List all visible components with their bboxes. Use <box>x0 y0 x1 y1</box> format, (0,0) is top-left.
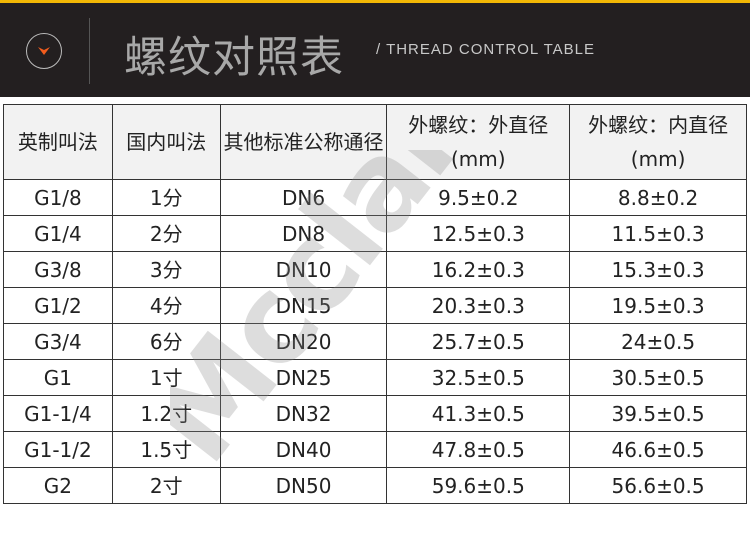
table-cell: 3分 <box>111 251 221 288</box>
table-cell: 1.5寸 <box>111 431 221 468</box>
table-cell: 25.7±0.5 <box>386 323 571 360</box>
table-cell: G3/8 <box>3 251 113 288</box>
table-cell: 4分 <box>111 287 221 324</box>
table-cell: 15.3±0.3 <box>569 251 747 288</box>
table-row: G1/4 2分 DN8 12.5±0.3 11.5±0.3 <box>3 215 747 252</box>
table-cell: 41.3±0.5 <box>386 395 571 432</box>
table-cell: 30.5±0.5 <box>569 359 747 396</box>
table-row: G1/8 1分 DN6 9.5±0.2 8.8±0.2 <box>3 179 747 216</box>
column-header: 英制叫法 <box>3 104 113 180</box>
table-cell: G1-1/4 <box>3 395 113 432</box>
table-cell: G2 <box>3 467 113 504</box>
table-cell: G1/4 <box>3 215 113 252</box>
table-cell: 9.5±0.2 <box>386 179 571 216</box>
table-row: G3/4 6分 DN20 25.7±0.5 24±0.5 <box>3 323 747 360</box>
table-cell: 47.8±0.5 <box>386 431 571 468</box>
table-row: G3/8 3分 DN10 16.2±0.3 15.3±0.3 <box>3 251 747 288</box>
table-cell: 24±0.5 <box>569 323 747 360</box>
column-header: 外螺纹：内直径(mm) <box>569 104 747 180</box>
table-cell: 2寸 <box>111 467 221 504</box>
table-cell: DN8 <box>219 215 388 252</box>
column-header: 其他标准公称通径 <box>219 104 388 180</box>
table-row: G2 2寸 DN50 59.6±0.5 56.6±0.5 <box>3 467 747 504</box>
top-accent-line <box>0 0 750 3</box>
table-cell: G1-1/2 <box>3 431 113 468</box>
page-subtitle: / THREAD CONTROL TABLE <box>376 41 595 58</box>
table-cell: 1分 <box>111 179 221 216</box>
header-banner: 螺纹对照表 / THREAD CONTROL TABLE <box>0 3 750 97</box>
table-cell: DN40 <box>219 431 388 468</box>
table-cell: G1 <box>3 359 113 396</box>
table-cell: DN15 <box>219 287 388 324</box>
table-cell: 20.3±0.3 <box>386 287 571 324</box>
table-cell: 59.6±0.5 <box>386 467 571 504</box>
column-header: 国内叫法 <box>111 104 221 180</box>
table-cell: G1/2 <box>3 287 113 324</box>
table-row: G1-1/2 1.5寸 DN40 47.8±0.5 46.6±0.5 <box>3 431 747 468</box>
table-cell: G1/8 <box>3 179 113 216</box>
table-cell: 12.5±0.3 <box>386 215 571 252</box>
thread-table: 英制叫法 国内叫法 其他标准公称通径 外螺纹：外直径(mm) 外螺纹：内直径(mm) G… <box>3 104 747 504</box>
table-cell: G3/4 <box>3 323 113 360</box>
table-cell: 11.5±0.3 <box>569 215 747 252</box>
divider <box>89 18 90 84</box>
table-cell: 19.5±0.3 <box>569 287 747 324</box>
table-cell: 56.6±0.5 <box>569 467 747 504</box>
column-header: 外螺纹：外直径(mm) <box>386 104 571 180</box>
table-row: G1-1/4 1.2寸 DN32 41.3±0.5 39.5±0.5 <box>3 395 747 432</box>
table-header-row: 英制叫法 国内叫法 其他标准公称通径 外螺纹：外直径(mm) 外螺纹：内直径(mm) <box>3 104 747 180</box>
table-cell: 8.8±0.2 <box>569 179 747 216</box>
table-cell: DN50 <box>219 467 388 504</box>
page-title: 螺纹对照表 <box>124 33 344 83</box>
table-row: G1 1寸 DN25 32.5±0.5 30.5±0.5 <box>3 359 747 396</box>
table-cell: 16.2±0.3 <box>386 251 571 288</box>
table-cell: DN10 <box>219 251 388 288</box>
table-cell: 2分 <box>111 215 221 252</box>
table-cell: 39.5±0.5 <box>569 395 747 432</box>
table-cell: DN25 <box>219 359 388 396</box>
table-cell: DN32 <box>219 395 388 432</box>
table-cell: 1.2寸 <box>111 395 221 432</box>
table-cell: DN6 <box>219 179 388 216</box>
table-cell: 32.5±0.5 <box>386 359 571 396</box>
table-row: G1/2 4分 DN15 20.3±0.3 19.5±0.3 <box>3 287 747 324</box>
table-cell: 1寸 <box>111 359 221 396</box>
table-cell: 46.6±0.5 <box>569 431 747 468</box>
table-cell: DN20 <box>219 323 388 360</box>
chevron-down-circle-icon <box>26 33 62 69</box>
table-cell: 6分 <box>111 323 221 360</box>
